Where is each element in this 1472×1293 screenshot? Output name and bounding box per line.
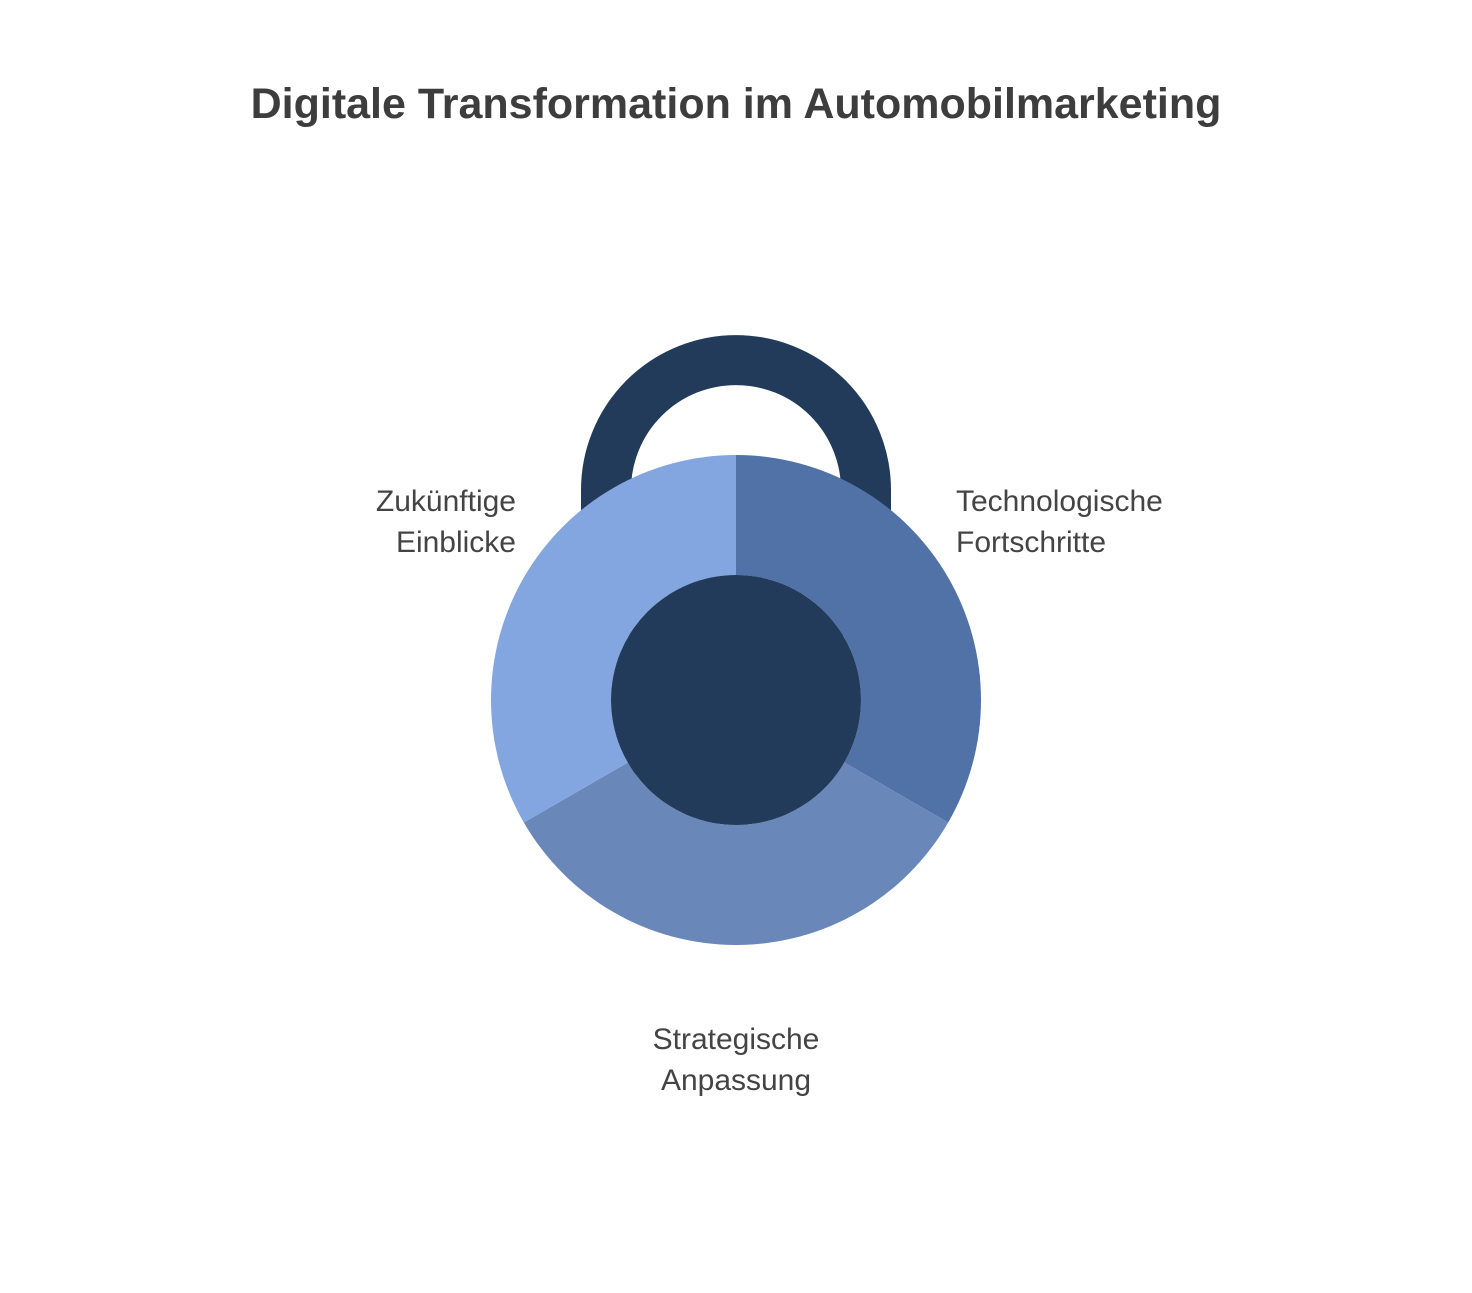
label-left-line2: Einblicke <box>396 526 516 559</box>
label-bottom-line1: Strategische <box>653 1023 820 1056</box>
label-left-line1: Zukünftige <box>376 485 516 518</box>
segment-label-left: Zukünftige Einblicke <box>316 482 516 563</box>
label-right-line2: Fortschritte <box>956 526 1106 559</box>
padlock-diagram: Zukünftige Einblicke Technologische Fort… <box>286 210 1186 1110</box>
page-title: Digitale Transformation im Automobilmark… <box>251 80 1222 129</box>
padlock-svg <box>286 210 1186 1110</box>
donut-center <box>611 575 861 825</box>
label-right-line1: Technologische <box>956 485 1163 518</box>
segment-label-bottom: Strategische Anpassung <box>606 1020 866 1101</box>
segment-label-right: Technologische Fortschritte <box>956 482 1216 563</box>
label-bottom-line2: Anpassung <box>661 1064 811 1097</box>
